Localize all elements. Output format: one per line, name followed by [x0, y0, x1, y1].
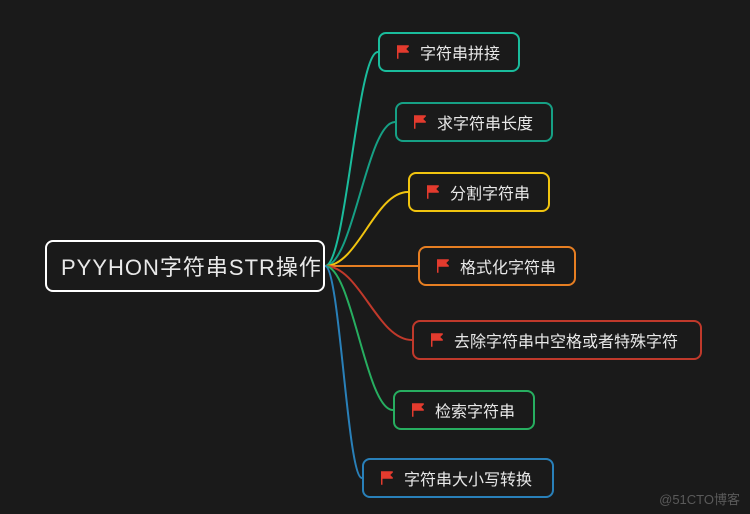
mindmap-canvas: PYYHON字符串STR操作 字符串拼接求字符串长度分割字符串格式化字符串去除字符…	[0, 0, 750, 514]
mindmap-node-label: 分割字符串	[450, 180, 530, 204]
mindmap-node[interactable]: 格式化字符串	[418, 246, 576, 286]
flag-icon	[434, 257, 452, 275]
flag-icon	[409, 401, 427, 419]
flag-icon	[428, 331, 446, 349]
mindmap-node[interactable]: 字符串大小写转换	[362, 458, 554, 498]
mindmap-node-label: PYYHON字符串STR操作	[61, 250, 322, 282]
mindmap-edge	[325, 192, 408, 266]
mindmap-edge	[325, 266, 393, 410]
mindmap-node-label: 格式化字符串	[460, 254, 556, 278]
mindmap-node[interactable]: 检索字符串	[393, 390, 535, 430]
flag-icon	[424, 183, 442, 201]
mindmap-node[interactable]: 求字符串长度	[395, 102, 553, 142]
mindmap-node[interactable]: 去除字符串中空格或者特殊字符	[412, 320, 702, 360]
mindmap-node[interactable]: PYYHON字符串STR操作	[45, 240, 325, 292]
mindmap-node-label: 去除字符串中空格或者特殊字符	[454, 328, 678, 352]
mindmap-edge	[325, 122, 395, 266]
mindmap-node-label: 检索字符串	[435, 398, 515, 422]
mindmap-edge	[325, 52, 378, 266]
flag-icon	[378, 469, 396, 487]
watermark: @51CTO博客	[659, 489, 740, 508]
mindmap-node[interactable]: 分割字符串	[408, 172, 550, 212]
mindmap-node-label: 字符串拼接	[420, 40, 500, 64]
mindmap-node-label: 字符串大小写转换	[404, 466, 532, 490]
flag-icon	[394, 43, 412, 61]
mindmap-node[interactable]: 字符串拼接	[378, 32, 520, 72]
mindmap-edge	[325, 266, 362, 478]
flag-icon	[411, 113, 429, 131]
mindmap-node-label: 求字符串长度	[437, 110, 533, 134]
mindmap-edge	[325, 266, 412, 340]
